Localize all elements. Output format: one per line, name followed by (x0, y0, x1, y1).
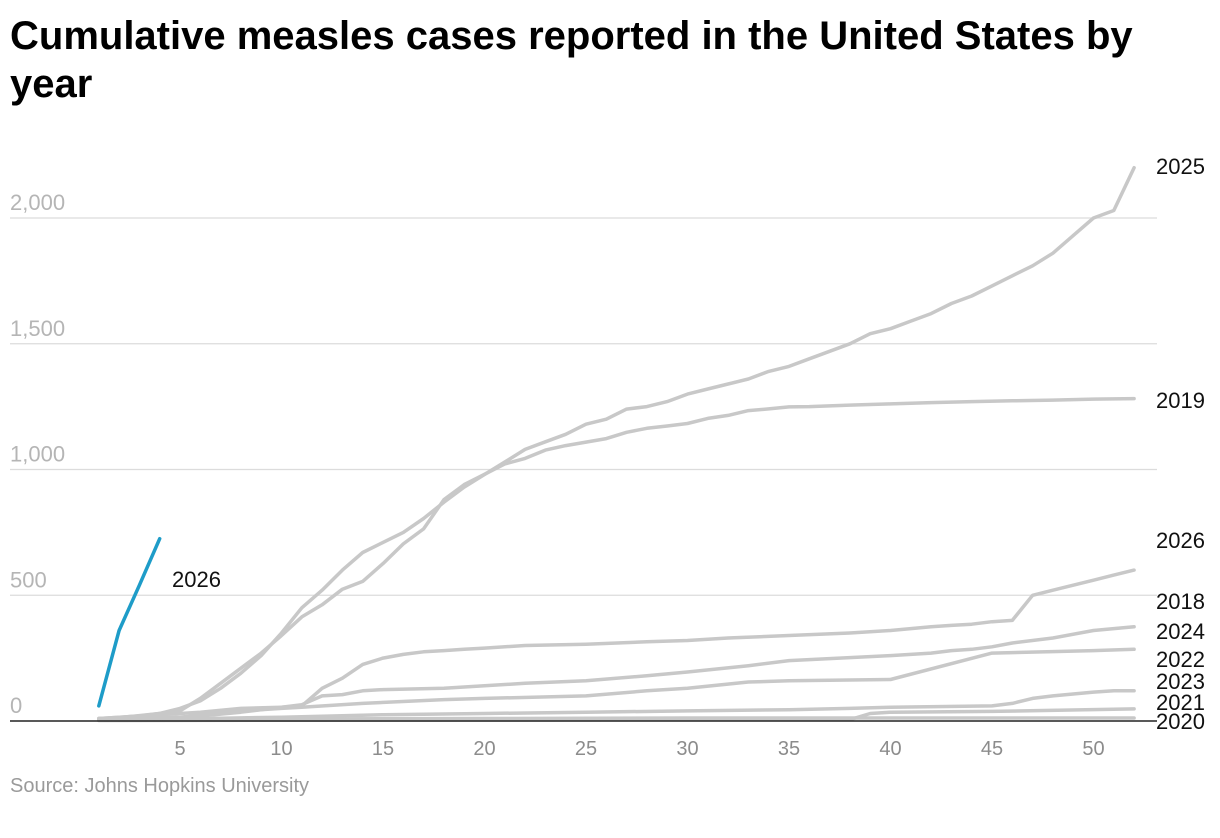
series-end-label-2026: 2026 (1156, 528, 1205, 553)
y-axis-ticks: 0 500 1,000 1,500 2,000 (10, 190, 65, 718)
x-axis-ticks: 5 10 15 20 25 30 35 40 45 50 (174, 738, 1104, 760)
y-tick-label-1000: 1,000 (10, 442, 65, 467)
series-end-label-2023: 2023 (1156, 669, 1205, 694)
series-end-label-2019: 2019 (1156, 388, 1205, 413)
series-line-2019 (97, 396, 1136, 721)
x-tick-label-25: 25 (575, 738, 597, 760)
x-tick-label-35: 35 (778, 738, 800, 760)
x-tick-label-20: 20 (473, 738, 495, 760)
series-lines (97, 165, 1136, 723)
series-end-label-2025: 2025 (1156, 154, 1205, 179)
y-tick-label-500: 500 (10, 567, 47, 592)
x-tick-label-30: 30 (676, 738, 698, 760)
series-end-label-2022: 2022 (1156, 647, 1205, 672)
x-tick-label-45: 45 (981, 738, 1003, 760)
series-end-label-2018: 2018 (1156, 589, 1205, 614)
y-tick-label-1500: 1,500 (10, 316, 65, 341)
series-end-label-2020: 2020 (1156, 709, 1205, 734)
series-line-2018 (97, 568, 1136, 722)
series-end-label-2021: 2021 (1156, 690, 1205, 715)
series-line-2021 (97, 707, 1136, 723)
chart-title: Cumulative measles cases reported in the… (10, 14, 1133, 106)
series-line-2026 (97, 536, 162, 708)
gridlines (10, 217, 1157, 596)
x-tick-label-50: 50 (1082, 738, 1104, 760)
series-line-2025 (97, 165, 1136, 722)
series-line-2024 (97, 624, 1136, 721)
source-note: Source: Johns Hopkins University (10, 775, 310, 797)
series-end-label-2024: 2024 (1156, 619, 1205, 644)
y-tick-label-0: 0 (10, 693, 22, 718)
series-line-2023 (97, 689, 1136, 722)
x-tick-label-15: 15 (372, 738, 394, 760)
x-tick-label-40: 40 (879, 738, 901, 760)
y-tick-label-2000: 2,000 (10, 190, 65, 215)
x-tick-label-10: 10 (270, 738, 292, 760)
series-inline-label-2026: 2026 (172, 567, 221, 592)
x-tick-label-5: 5 (174, 738, 185, 760)
